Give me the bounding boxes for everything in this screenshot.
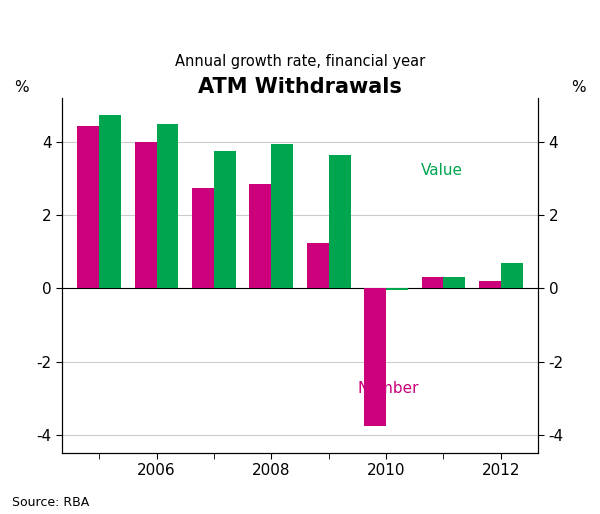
Bar — [501, 263, 523, 288]
Bar — [443, 278, 465, 288]
Text: Number: Number — [358, 381, 419, 396]
Bar — [386, 288, 408, 290]
Bar — [157, 124, 178, 288]
Text: %: % — [14, 80, 29, 95]
Bar — [422, 278, 443, 288]
Bar — [99, 115, 121, 288]
Bar — [307, 243, 329, 288]
Text: Source: RBA: Source: RBA — [12, 496, 89, 509]
Text: Value: Value — [421, 163, 463, 178]
Text: %: % — [571, 80, 586, 95]
Text: Annual growth rate, financial year: Annual growth rate, financial year — [175, 54, 425, 69]
Bar — [329, 155, 350, 288]
Bar — [271, 144, 293, 288]
Title: ATM Withdrawals: ATM Withdrawals — [198, 77, 402, 97]
Bar — [192, 188, 214, 288]
Bar — [214, 151, 236, 288]
Bar — [364, 288, 386, 426]
Bar — [77, 125, 99, 288]
Bar — [479, 281, 501, 288]
Bar — [135, 142, 157, 288]
Bar — [250, 184, 271, 288]
